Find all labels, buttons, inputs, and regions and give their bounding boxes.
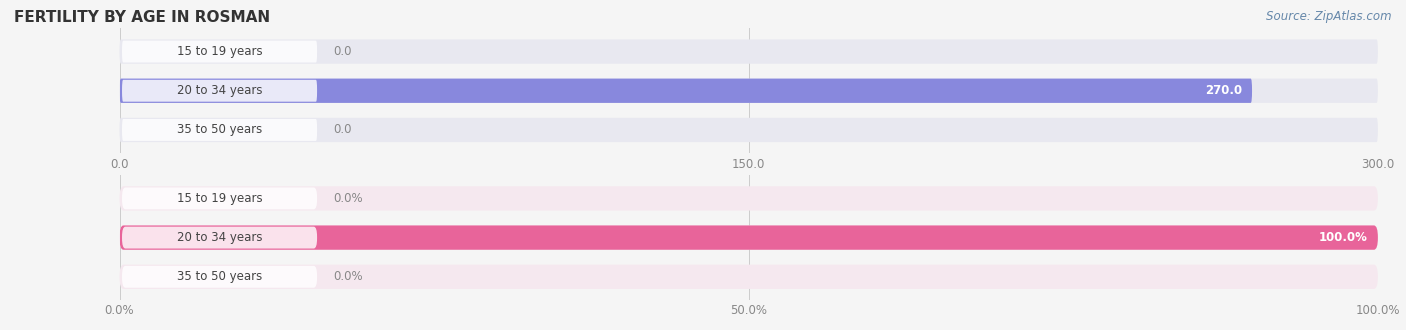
Text: 15 to 19 years: 15 to 19 years: [177, 192, 263, 205]
Text: 100.0%: 100.0%: [1319, 231, 1368, 244]
Text: 0.0%: 0.0%: [333, 270, 363, 283]
Text: 35 to 50 years: 35 to 50 years: [177, 123, 262, 136]
FancyBboxPatch shape: [122, 227, 318, 248]
Text: 270.0: 270.0: [1205, 84, 1241, 97]
Text: 0.0%: 0.0%: [333, 192, 363, 205]
FancyBboxPatch shape: [120, 118, 1378, 142]
Text: 20 to 34 years: 20 to 34 years: [177, 84, 263, 97]
Text: Source: ZipAtlas.com: Source: ZipAtlas.com: [1267, 10, 1392, 23]
FancyBboxPatch shape: [122, 119, 318, 141]
FancyBboxPatch shape: [120, 225, 1378, 250]
Text: 20 to 34 years: 20 to 34 years: [177, 231, 263, 244]
FancyBboxPatch shape: [122, 187, 318, 209]
FancyBboxPatch shape: [122, 41, 318, 62]
Text: 0.0: 0.0: [333, 123, 352, 136]
FancyBboxPatch shape: [120, 186, 1378, 211]
Text: 35 to 50 years: 35 to 50 years: [177, 270, 262, 283]
FancyBboxPatch shape: [120, 39, 1378, 64]
FancyBboxPatch shape: [120, 265, 1378, 289]
FancyBboxPatch shape: [120, 225, 1378, 250]
FancyBboxPatch shape: [120, 79, 1253, 103]
FancyBboxPatch shape: [120, 79, 1378, 103]
FancyBboxPatch shape: [122, 80, 318, 102]
FancyBboxPatch shape: [122, 266, 318, 288]
Text: 15 to 19 years: 15 to 19 years: [177, 45, 263, 58]
Text: FERTILITY BY AGE IN ROSMAN: FERTILITY BY AGE IN ROSMAN: [14, 10, 270, 25]
Text: 0.0: 0.0: [333, 45, 352, 58]
